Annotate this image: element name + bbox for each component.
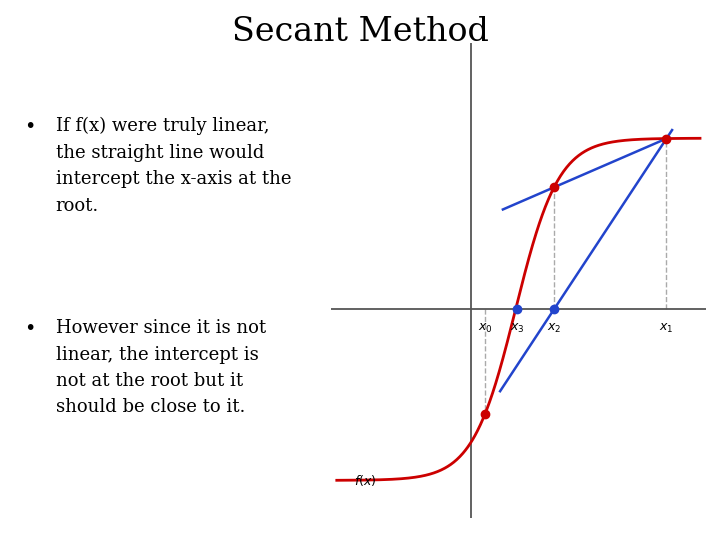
- Text: $x_0$: $x_0$: [477, 322, 492, 335]
- Text: $x_1$: $x_1$: [660, 322, 674, 335]
- Text: $f(x)$: $f(x)$: [354, 473, 376, 488]
- Text: Secant Method: Secant Method: [232, 16, 488, 48]
- Text: If f(x) were truly linear,
the straight line would
intercept the x-axis at the
r: If f(x) were truly linear, the straight …: [55, 117, 291, 214]
- Text: $x_2$: $x_2$: [547, 322, 561, 335]
- Text: •: •: [24, 117, 35, 136]
- Text: $x_3$: $x_3$: [510, 322, 524, 335]
- Text: •: •: [24, 319, 35, 338]
- Text: However since it is not
linear, the intercept is
not at the root but it
should b: However since it is not linear, the inte…: [55, 319, 266, 416]
